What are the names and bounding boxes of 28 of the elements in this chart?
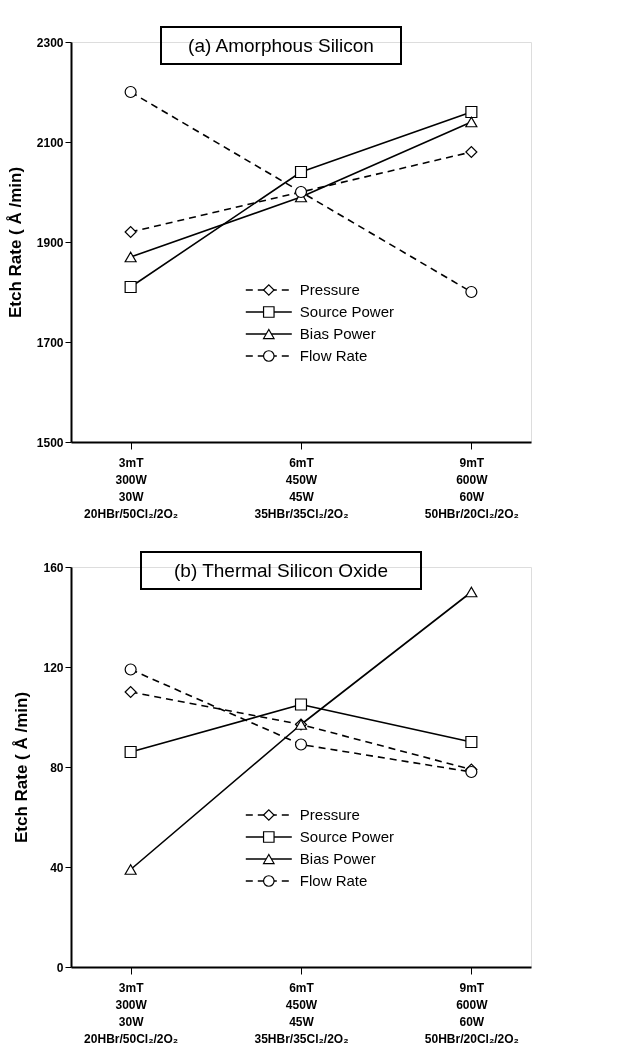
chart-title: (a) Amorphous Silicon — [188, 35, 374, 56]
y-tick-label: 40 — [50, 860, 64, 875]
legend-label: Bias Power — [299, 325, 376, 342]
y-tick-label: 160 — [43, 560, 64, 575]
y-tick-label: 2300 — [36, 35, 64, 50]
x-tick-label: 3mT 300W 30W 20HBr/50Cl₂/2O₂ — [84, 455, 179, 521]
x-tick-label: 9mT 600W 60W 50HBr/20Cl₂/2O₂ — [424, 455, 519, 521]
legend-label: Bias Power — [299, 850, 376, 867]
x-tick-label: 6mT 450W 45W 35HBr/35Cl₂/2O₂ — [254, 455, 349, 521]
x-tick-label: 3mT 300W 30W 20HBr/50Cl₂/2O₂ — [84, 980, 179, 1046]
y-tick-label: 1500 — [36, 435, 64, 450]
y-tick-label: 1900 — [36, 235, 64, 250]
y-tick-label: 80 — [50, 760, 64, 775]
legend-label: Flow Rate — [299, 347, 368, 364]
chart-title: (b) Thermal Silicon Oxide — [173, 560, 389, 581]
legend-label: Flow Rate — [299, 872, 368, 889]
x-tick-label: 9mT 600W 60W 50HBr/20Cl₂/2O₂ — [424, 980, 519, 1046]
y-tick-label: 2100 — [36, 135, 64, 150]
y-tick-label: 120 — [43, 660, 64, 675]
y-tick-label: 1700 — [36, 335, 64, 350]
y-axis-title: Etch Rate ( Å /min) — [12, 691, 32, 844]
legend-label: Pressure — [299, 281, 360, 298]
legend-label: Source Power — [299, 828, 395, 845]
legend-label: Source Power — [299, 303, 395, 320]
legend-label: Pressure — [299, 806, 360, 823]
y-axis-title: Etch Rate ( Å /min) — [5, 166, 25, 319]
y-tick-label: 0 — [56, 960, 64, 975]
x-tick-label: 6mT 450W 45W 35HBr/35Cl₂/2O₂ — [254, 980, 349, 1046]
